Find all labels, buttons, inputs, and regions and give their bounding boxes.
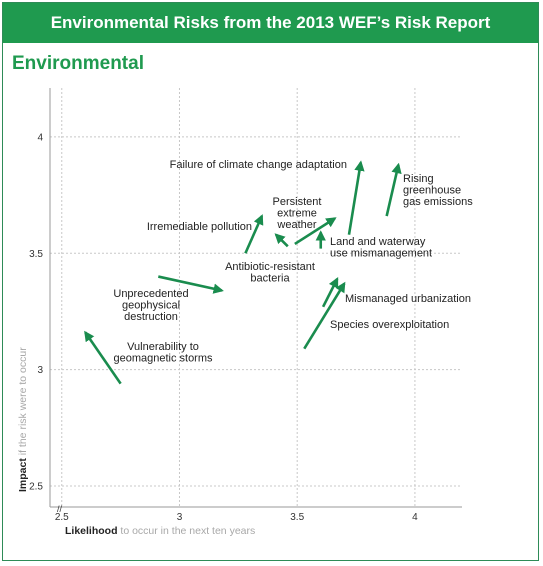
risk-arrow (347, 160, 365, 235)
risk-label: Rising greenhouse gas emissions (403, 173, 473, 208)
risk-label-line: Irremediable pollution (147, 221, 252, 233)
risk-label: Species overexploitation (330, 319, 449, 331)
y-axis-label: Impact if the risk were to occur (17, 347, 29, 492)
risk-arrow (84, 330, 122, 385)
risk-label: Persistent extreme weather (273, 196, 322, 231)
axis-break-mark-x: // (57, 504, 63, 514)
y-tick-label: 3 (37, 365, 43, 376)
risk-label-line: weather (276, 219, 316, 231)
risk-label-line: Species overexploitation (330, 319, 449, 331)
risk-arrow (294, 217, 337, 246)
risk-labels: Failure of climate change adaptation Risi… (113, 159, 473, 365)
risk-label: Mismanaged urbanization (345, 293, 471, 305)
risk-label: Antibiotic-resistant bacteria (225, 261, 315, 285)
risk-label-line: destruction (124, 311, 178, 323)
risk-arrow (158, 275, 224, 294)
risk-arrow (244, 214, 264, 254)
risk-arrow (385, 162, 402, 217)
risk-label-line: Land and waterway (330, 236, 426, 248)
risk-label-line: extreme (277, 208, 317, 220)
x-tick-label: 2.5 (55, 512, 69, 523)
tick-labels: 2.5 3 3.5 4 2.5 3 3.5 4 (29, 132, 418, 523)
risk-label-line: Antibiotic-resistant (225, 261, 315, 273)
axes (49, 88, 462, 508)
risk-label: Unprecedented geophysical destruction (113, 288, 188, 323)
risk-label: Vulnerability to geomagnetic storms (113, 341, 213, 365)
risk-label-line: Rising (403, 173, 434, 185)
chart-title: Environmental (12, 53, 144, 74)
risk-label-line: geomagnetic storms (113, 353, 213, 365)
risk-label: Failure of climate change adaptation (170, 159, 347, 171)
risk-label: Irremediable pollution (147, 221, 252, 233)
risk-arrows (84, 160, 402, 385)
risk-arrow (321, 277, 339, 308)
risk-label-line: gas emissions (403, 196, 473, 208)
risk-arrow (303, 281, 346, 350)
y-tick-label: 3.5 (29, 249, 43, 260)
risk-label-line: use mismanagement (330, 248, 432, 260)
y-tick-label: 4 (37, 132, 43, 143)
grid-lines (50, 88, 462, 507)
risk-label-line: Failure of climate change adaptation (170, 159, 347, 171)
risk-label-line: bacteria (250, 273, 290, 285)
x-tick-label: 3 (177, 512, 183, 523)
y-tick-label: 2.5 (29, 482, 43, 493)
risk-label-line: Mismanaged urbanization (345, 293, 471, 305)
risk-label-line: greenhouse (403, 185, 461, 197)
chart-frame: Environmental Risks from the 2013 WEF’s … (2, 2, 539, 561)
x-tick-label: 3.5 (290, 512, 304, 523)
x-axis-label: Likelihood to occur in the next ten year… (65, 525, 255, 537)
risk-label-line: Unprecedented (113, 288, 188, 300)
x-tick-label: 4 (412, 512, 418, 523)
risk-label: Land and waterway use mismanagement (330, 236, 432, 260)
risk-label-line: Vulnerability to (127, 341, 199, 353)
risk-label-line: Persistent (273, 196, 322, 208)
risk-label-line: geophysical (122, 300, 180, 312)
risk-arrow (274, 233, 289, 248)
banner-title: Environmental Risks from the 2013 WEF’s … (3, 3, 538, 43)
